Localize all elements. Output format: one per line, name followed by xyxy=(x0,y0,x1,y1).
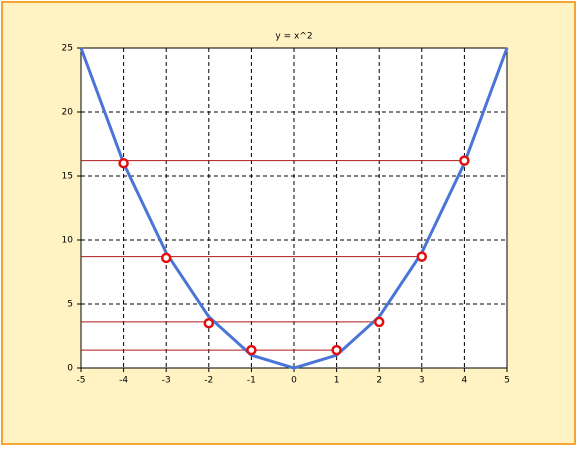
x-tick-label: 4 xyxy=(462,376,468,386)
y-tick-label: 15 xyxy=(62,172,73,182)
x-tick-label: 5 xyxy=(504,376,510,386)
x-tick-label: -3 xyxy=(162,376,171,386)
marker xyxy=(160,252,172,264)
x-tick-label: -1 xyxy=(247,376,256,386)
marker xyxy=(331,344,342,356)
x-tick-label: 0 xyxy=(291,376,297,386)
y-tick-label: 10 xyxy=(62,236,74,246)
chart-title: y = x^2 xyxy=(275,32,312,42)
marker xyxy=(246,344,257,356)
x-tick-label: 3 xyxy=(419,376,425,386)
marker xyxy=(373,316,385,328)
y-tick-label: 20 xyxy=(62,108,74,118)
x-tick-label: 1 xyxy=(334,376,340,386)
marker xyxy=(118,157,129,169)
x-tick-label: 2 xyxy=(376,376,382,386)
y-tick-label: 25 xyxy=(62,44,73,54)
y-tick-label: 5 xyxy=(67,300,73,310)
y-tick-label: 0 xyxy=(67,364,73,374)
line xyxy=(79,47,509,370)
marker xyxy=(203,317,215,329)
x-tick-label: -4 xyxy=(119,376,128,386)
x-tick-label: -5 xyxy=(77,376,86,386)
marker xyxy=(416,251,428,262)
marker xyxy=(459,155,470,166)
x-tick-label: -2 xyxy=(204,376,213,386)
